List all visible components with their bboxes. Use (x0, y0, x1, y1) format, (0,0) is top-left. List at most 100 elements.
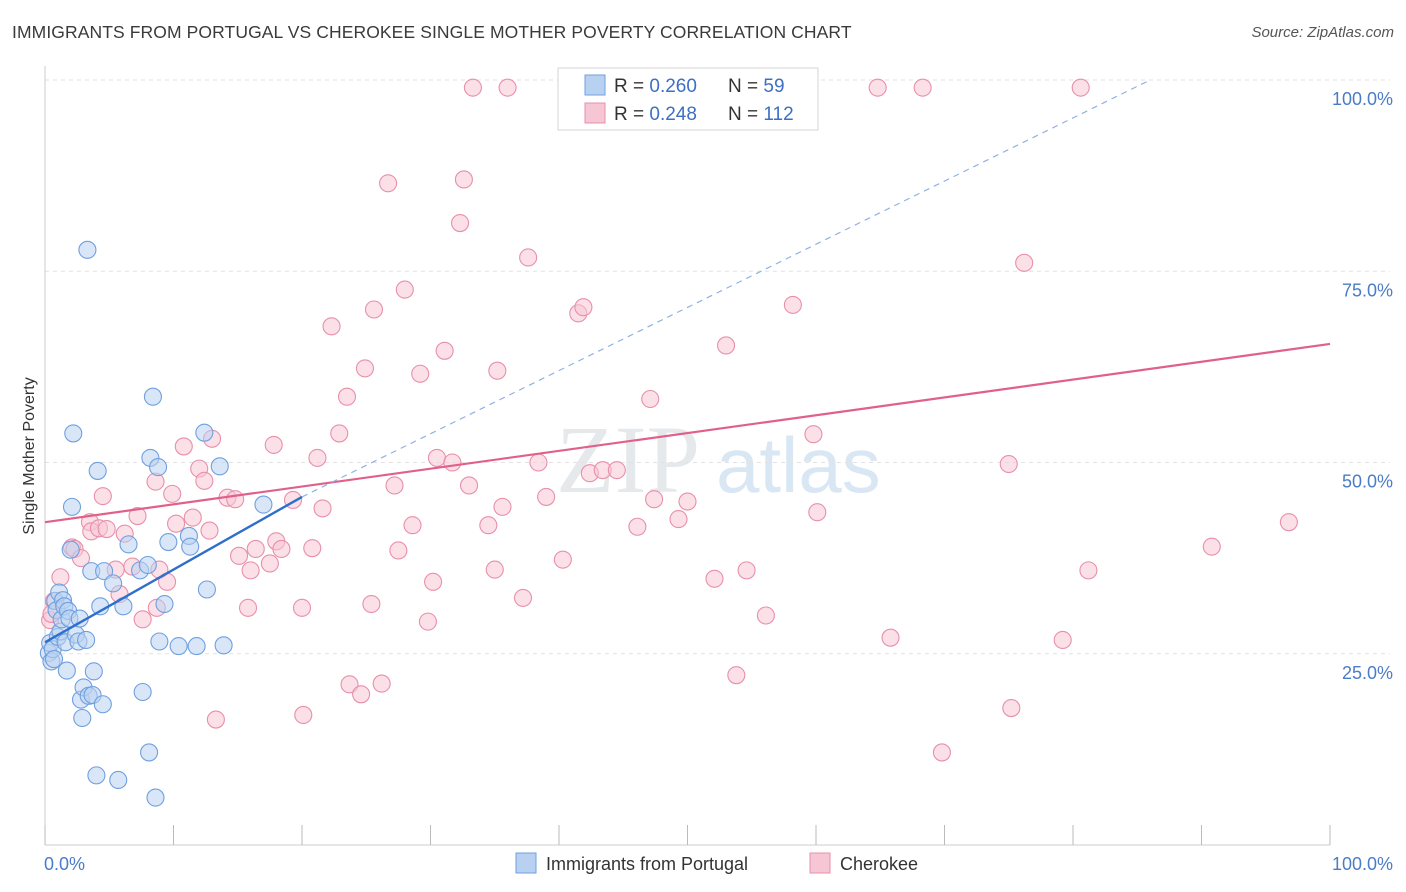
cherokee-point (51, 568, 70, 587)
svg-text:R = 0.260: R = 0.260 (614, 76, 697, 97)
bottom-legend-swatch-cherokee (809, 852, 831, 874)
y-tick-labels: 25.0% 50.0% 75.0% 100.0% (1332, 89, 1393, 683)
cherokee-point (1202, 537, 1221, 556)
portugal-point (150, 632, 169, 651)
cherokee-point (529, 453, 548, 472)
legend-r-label-2: R = (614, 104, 649, 125)
portugal-point (44, 650, 64, 669)
portugal-point (149, 458, 168, 477)
cherokee-point (435, 341, 454, 360)
svg-text:R = 0.248: R = 0.248 (614, 104, 697, 125)
cherokee-point (1002, 699, 1021, 718)
legend-n-value-1: 59 (763, 76, 784, 97)
portugal-point (187, 637, 206, 656)
cherokee-point (355, 359, 375, 378)
cherokee-point (226, 490, 245, 509)
portugal-point (181, 537, 200, 556)
cherokee-point (607, 461, 626, 480)
cherokee-point (727, 666, 746, 685)
y-tick-label: 50.0% (1342, 472, 1393, 492)
svg-text:N = 59: N = 59 (728, 76, 785, 97)
cherokee-point (322, 317, 341, 336)
cherokee-point (488, 361, 507, 380)
cherokee-point (292, 598, 312, 617)
cherokee-point (1071, 78, 1090, 97)
portugal-point (214, 636, 233, 655)
cherokee-point (443, 453, 462, 472)
cherokee-point (808, 503, 827, 522)
cherokee-point (932, 743, 951, 762)
svg-text:N = 112: N = 112 (728, 104, 794, 125)
cherokee-point (362, 594, 381, 614)
portugal-point (155, 594, 174, 614)
cherokee-point (493, 497, 512, 516)
cherokee-point (1015, 253, 1034, 272)
bottom-legend-label-cherokee: Cherokee (840, 854, 918, 874)
cherokee-point (260, 554, 279, 573)
legend-r-value-2: 0.248 (649, 104, 697, 125)
grid-lines (45, 79, 1390, 655)
cherokee-point (337, 387, 357, 406)
cherokee-point (128, 506, 147, 526)
portugal-trend-extension (301, 79, 1151, 498)
cherokee-point (1053, 630, 1072, 650)
portugal-point (88, 461, 107, 480)
portugal-point (61, 540, 80, 559)
bottom-legend-swatch-portugal (515, 852, 537, 874)
legend-n-label-2: N = (728, 104, 763, 125)
cherokee-point (628, 517, 647, 536)
portugal-point (254, 495, 273, 514)
cherokee-point (537, 487, 556, 506)
portugal-point (138, 555, 157, 575)
legend-n-label-1: N = (728, 76, 763, 97)
cherokee-point (303, 539, 322, 558)
cherokee-point (881, 628, 900, 647)
y-tick-label: 25.0% (1342, 663, 1393, 683)
portugal-point (159, 533, 178, 552)
cherokee-point (1279, 513, 1298, 532)
cherokee-point (804, 425, 823, 444)
portugal-point (64, 424, 83, 443)
cherokee-point (454, 170, 473, 189)
watermark-zip: ZIP (556, 406, 700, 513)
bottom-legend-label-portugal: Immigrants from Portugal (546, 854, 748, 874)
cherokee-point (241, 561, 260, 580)
cherokee-point (427, 448, 446, 467)
cherokee-point (272, 539, 291, 558)
cherokee-point (485, 560, 504, 579)
portugal-point (143, 387, 162, 406)
cherokee-point (424, 572, 443, 591)
cherokee-point (498, 78, 517, 97)
cherokee-point (389, 541, 408, 560)
cherokee-point (705, 569, 724, 588)
cherokee-point (195, 471, 214, 490)
cherokee-point (200, 521, 219, 540)
stats-legend: R = 0.260 N = 59 R = 0.248 N = 112 (557, 67, 819, 131)
cherokee-point (364, 300, 384, 319)
portugal-point (169, 637, 188, 656)
x-tick-label: 100.0% (1332, 854, 1393, 874)
y-axis-label: Single Mother Poverty (21, 377, 38, 534)
x-tick-label: 0.0% (44, 854, 85, 874)
cherokee-point (229, 546, 249, 565)
cherokee-point (340, 675, 359, 694)
portugal-point (95, 562, 114, 581)
cherokee-point (678, 492, 697, 511)
portugal-point (140, 743, 159, 762)
cherokee-point (372, 674, 391, 693)
portugal-trend-line (44, 495, 303, 644)
x-tick-labels: 0.0% 100.0% (44, 854, 1393, 874)
cherokee-point (294, 705, 313, 725)
cherokee-trend-line (44, 342, 1331, 524)
cherokee-point (519, 248, 538, 267)
cherokee-point (553, 550, 572, 569)
cherokee-point (313, 499, 332, 518)
cherokee-point (97, 520, 116, 539)
portugal-point (104, 574, 123, 593)
portugal-point (77, 630, 96, 650)
legend-swatch-portugal (584, 74, 606, 96)
cherokee-point (206, 710, 225, 729)
cherokee-point (999, 454, 1018, 474)
portugal-point (57, 661, 76, 680)
